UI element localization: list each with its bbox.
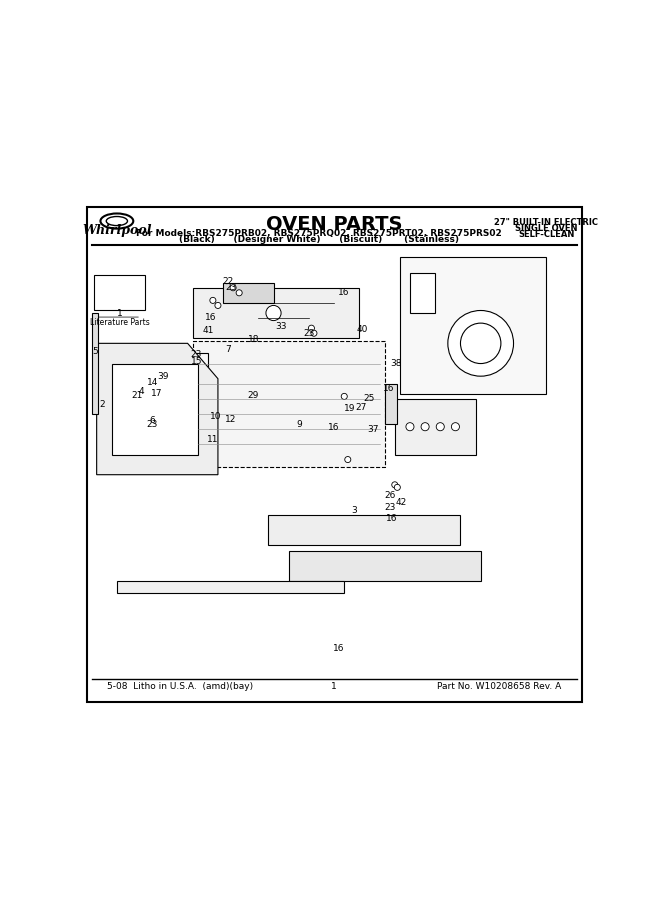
Text: 29: 29 — [248, 392, 259, 400]
Bar — [410, 273, 436, 313]
Circle shape — [210, 297, 216, 303]
Text: 18: 18 — [248, 335, 259, 344]
Polygon shape — [193, 288, 359, 338]
Text: 3: 3 — [351, 506, 357, 515]
Bar — [193, 341, 385, 467]
Text: 39: 39 — [158, 372, 169, 381]
Text: 16: 16 — [329, 423, 340, 432]
Circle shape — [394, 484, 400, 491]
Text: 23: 23 — [384, 503, 395, 512]
Circle shape — [230, 284, 236, 291]
Bar — [112, 364, 198, 454]
Ellipse shape — [100, 213, 133, 229]
Text: 1: 1 — [117, 309, 123, 318]
Circle shape — [308, 325, 314, 331]
Text: OVEN PARTS: OVEN PARTS — [266, 215, 402, 234]
Text: 6: 6 — [149, 416, 155, 425]
Text: 38: 38 — [391, 359, 402, 368]
Circle shape — [345, 456, 351, 463]
Text: 5-08  Litho in U.S.A.  (amd)(bay): 5-08 Litho in U.S.A. (amd)(bay) — [107, 682, 253, 691]
Text: 1: 1 — [331, 682, 337, 691]
Text: 22: 22 — [222, 277, 233, 286]
Text: 23: 23 — [147, 419, 158, 428]
Text: 15: 15 — [191, 357, 203, 366]
Polygon shape — [96, 343, 218, 474]
Text: 16: 16 — [383, 384, 394, 393]
Text: For Models:RBS275PRB02, RBS275PRQ02, RBS275PRT02, RBS275PRS02: For Models:RBS275PRB02, RBS275PRQ02, RBS… — [136, 230, 502, 238]
Text: 16: 16 — [338, 288, 349, 297]
Circle shape — [406, 423, 414, 431]
Text: 27: 27 — [355, 402, 366, 411]
Text: 16: 16 — [205, 313, 216, 322]
Text: 5: 5 — [93, 347, 98, 356]
Circle shape — [266, 305, 281, 320]
Circle shape — [460, 323, 501, 364]
Text: Whirlpool: Whirlpool — [82, 224, 152, 238]
Bar — [385, 383, 397, 424]
Text: 37: 37 — [367, 425, 379, 434]
Circle shape — [448, 310, 514, 376]
Text: 12: 12 — [225, 415, 236, 424]
Circle shape — [341, 393, 348, 400]
Text: 10: 10 — [210, 412, 221, 421]
Text: 23: 23 — [225, 284, 236, 292]
Text: 9: 9 — [296, 419, 302, 428]
Circle shape — [311, 330, 317, 337]
Circle shape — [215, 302, 221, 309]
Text: 14: 14 — [147, 378, 158, 387]
Text: 25: 25 — [364, 394, 375, 403]
Text: SINGLE OVEN: SINGLE OVEN — [515, 223, 578, 232]
Text: SELF-CLEAN: SELF-CLEAN — [518, 230, 574, 238]
Text: Literature Parts: Literature Parts — [89, 318, 149, 327]
Text: 4: 4 — [138, 387, 144, 396]
Polygon shape — [223, 283, 274, 303]
Text: 41: 41 — [202, 326, 213, 335]
Text: 40: 40 — [356, 325, 368, 334]
Bar — [117, 580, 344, 593]
Text: 2: 2 — [99, 400, 104, 410]
Text: 27" BUILT-IN ELECTRIC: 27" BUILT-IN ELECTRIC — [494, 218, 599, 227]
Text: 23: 23 — [303, 328, 314, 338]
Text: 23: 23 — [190, 350, 202, 359]
Text: Part No. W10208658 Rev. A: Part No. W10208658 Rev. A — [437, 682, 561, 691]
Text: 21: 21 — [132, 391, 143, 400]
Polygon shape — [269, 515, 460, 545]
Text: 11: 11 — [207, 435, 218, 444]
Text: 16: 16 — [333, 644, 345, 653]
Text: 26: 26 — [384, 491, 395, 500]
Circle shape — [236, 290, 242, 296]
Ellipse shape — [106, 217, 128, 226]
Text: 16: 16 — [386, 514, 398, 523]
Circle shape — [436, 423, 444, 431]
Polygon shape — [289, 551, 481, 580]
Polygon shape — [132, 354, 208, 464]
Text: 33: 33 — [275, 322, 287, 331]
Text: 42: 42 — [396, 498, 407, 507]
Bar — [400, 257, 546, 394]
Bar — [91, 313, 98, 414]
Polygon shape — [395, 399, 476, 454]
Bar — [94, 275, 145, 310]
Text: (Black)      (Designer White)      (Biscuit)       (Stainless): (Black) (Designer White) (Biscuit) (Stai… — [179, 235, 459, 244]
Circle shape — [451, 423, 460, 431]
Circle shape — [392, 482, 398, 488]
Circle shape — [421, 423, 429, 431]
Text: 19: 19 — [344, 404, 355, 413]
Text: 17: 17 — [151, 389, 162, 398]
Text: 7: 7 — [225, 345, 231, 354]
